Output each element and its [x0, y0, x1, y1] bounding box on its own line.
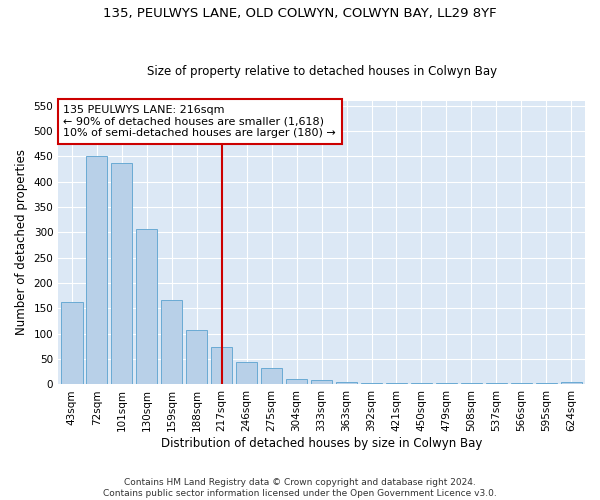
Y-axis label: Number of detached properties: Number of detached properties	[15, 150, 28, 336]
Text: 135 PEULWYS LANE: 216sqm
← 90% of detached houses are smaller (1,618)
10% of sem: 135 PEULWYS LANE: 216sqm ← 90% of detach…	[64, 105, 336, 138]
Bar	[560, 382, 582, 384]
Bar	[111, 163, 133, 384]
Bar	[161, 300, 182, 384]
Text: Contains HM Land Registry data © Crown copyright and database right 2024.
Contai: Contains HM Land Registry data © Crown c…	[103, 478, 497, 498]
Bar	[211, 348, 232, 385]
Bar	[86, 156, 107, 384]
Text: 135, PEULWYS LANE, OLD COLWYN, COLWYN BAY, LL29 8YF: 135, PEULWYS LANE, OLD COLWYN, COLWYN BA…	[103, 8, 497, 20]
X-axis label: Distribution of detached houses by size in Colwyn Bay: Distribution of detached houses by size …	[161, 437, 482, 450]
Bar	[186, 330, 208, 384]
Bar	[136, 229, 157, 384]
Bar	[61, 302, 83, 384]
Bar	[286, 380, 307, 384]
Bar	[261, 368, 282, 384]
Bar	[311, 380, 332, 384]
Title: Size of property relative to detached houses in Colwyn Bay: Size of property relative to detached ho…	[146, 66, 497, 78]
Bar	[336, 382, 357, 384]
Bar	[236, 362, 257, 384]
